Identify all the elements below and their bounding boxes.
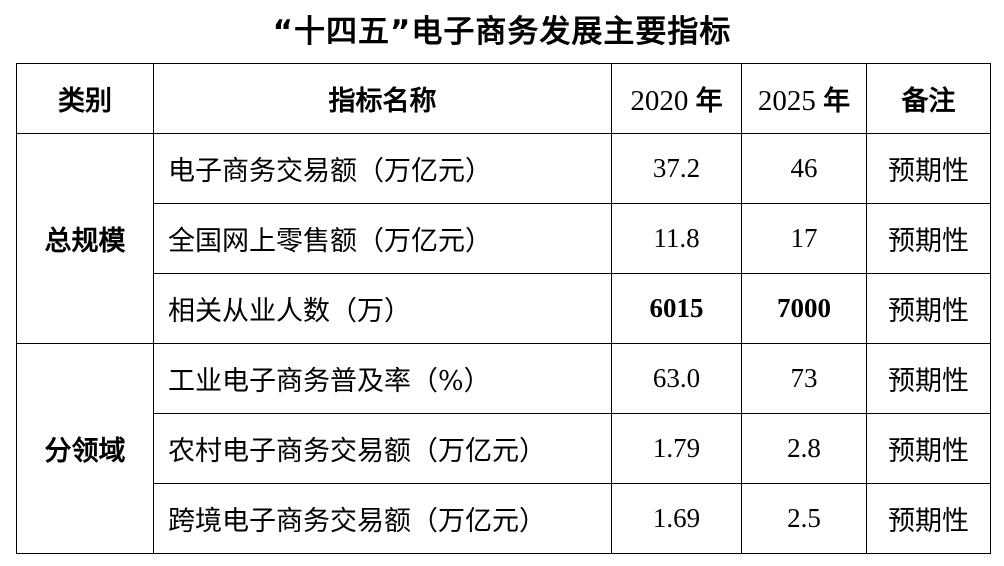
indicator-name: 工业电子商务普及率（%） (153, 343, 612, 414)
category-cell: 分领域 (16, 343, 154, 554)
header-year-2020-suffix: 年 (695, 86, 723, 117)
header-category: 类别 (16, 63, 154, 134)
value-2020: 63.0 (611, 343, 742, 414)
header-note: 备注 (866, 63, 991, 134)
value-2020: 1.69 (611, 483, 742, 554)
indicator-name: 农村电子商务交易额（万亿元） (153, 413, 612, 484)
value-2020: 11.8 (611, 203, 742, 274)
note-cell: 预期性 (866, 203, 991, 274)
value-2025: 7000 (741, 273, 867, 344)
category-cell: 总规模 (16, 133, 154, 344)
value-2020: 1.79 (611, 413, 742, 484)
table-row: 跨境电子商务交易额（万亿元） 1.69 2.5 预期性 (17, 483, 991, 554)
value-2025: 17 (741, 203, 867, 274)
note-cell: 预期性 (866, 343, 991, 414)
note-cell: 预期性 (866, 273, 991, 344)
table-row: 农村电子商务交易额（万亿元） 1.79 2.8 预期性 (17, 413, 991, 484)
note-cell: 预期性 (866, 133, 991, 204)
header-year-2020: 2020 年 (611, 63, 742, 134)
value-2025: 2.8 (741, 413, 867, 484)
indicator-name: 跨境电子商务交易额（万亿元） (153, 483, 612, 554)
value-2025: 46 (741, 133, 867, 204)
header-year-2025-number: 2025 (757, 85, 816, 117)
table-row: 分领域 工业电子商务普及率（%） 63.0 73 预期性 (16, 343, 991, 554)
indicator-name: 相关从业人数（万） (153, 273, 612, 344)
value-2020: 6015 (611, 273, 742, 344)
table-row: 全国网上零售额（万亿元） 11.8 17 预期性 (17, 203, 991, 274)
table-header-row: 类别 指标名称 2020 年 2025 年 备注 (16, 63, 991, 134)
note-cell: 预期性 (866, 413, 991, 484)
indicators-table: 类别 指标名称 2020 年 2025 年 备注 总规模 电子商务交易额（万亿元… (16, 63, 991, 554)
header-indicator-name: 指标名称 (153, 63, 612, 134)
table-row: 相关从业人数（万） 6015 7000 预期性 (17, 273, 991, 344)
header-year-2020-number: 2020 (630, 85, 689, 117)
value-2020: 37.2 (611, 133, 742, 204)
note-cell: 预期性 (866, 483, 991, 554)
table-row: 总规模 电子商务交易额（万亿元） 37.2 46 预期性 (16, 133, 991, 344)
value-2025: 73 (741, 343, 867, 414)
header-year-2025: 2025 年 (741, 63, 867, 134)
indicator-name: 电子商务交易额（万亿元） (153, 133, 612, 204)
page-title: “十四五”电子商务发展主要指标 (272, 14, 732, 50)
indicator-name: 全国网上零售额（万亿元） (153, 203, 612, 274)
header-year-2025-suffix: 年 (823, 86, 851, 117)
value-2025: 2.5 (741, 483, 867, 554)
